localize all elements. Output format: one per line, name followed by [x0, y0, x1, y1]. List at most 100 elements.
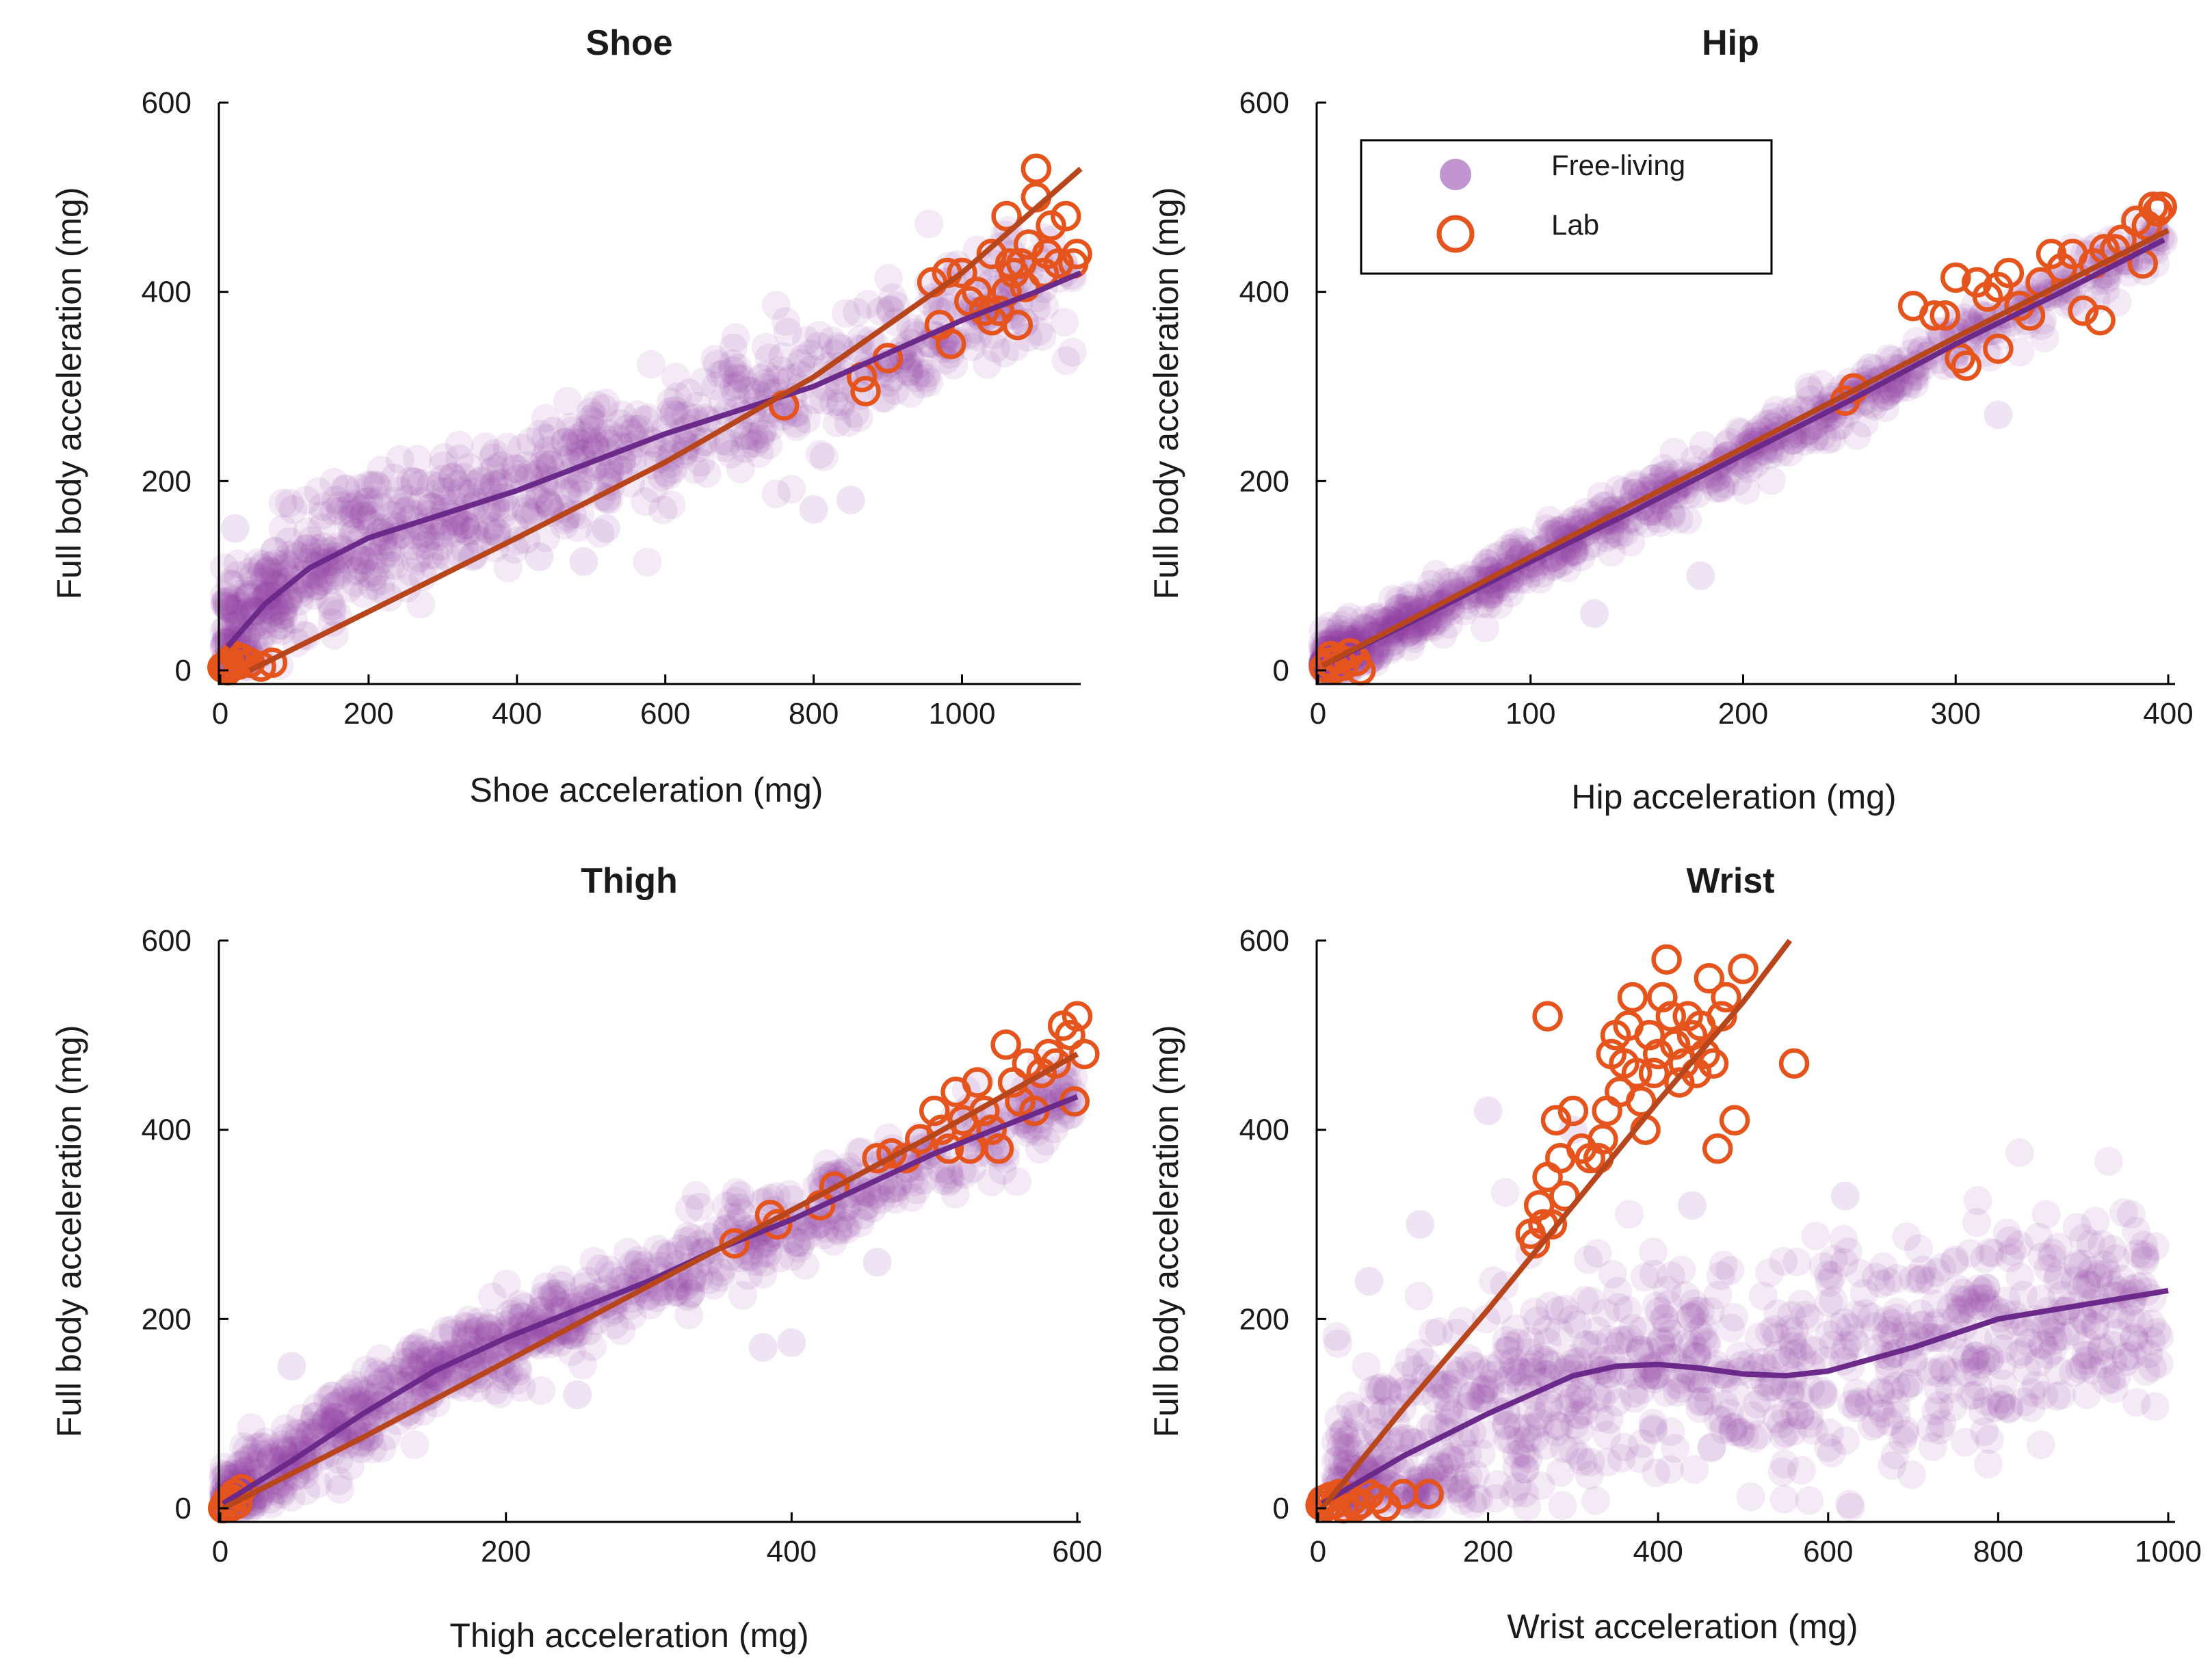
free-living-point: [733, 1241, 762, 1271]
free-living-point: [844, 403, 873, 432]
y-ticks: 0 200 400 600: [1239, 86, 1326, 687]
free-living-point: [299, 581, 328, 610]
free-living-point: [271, 549, 300, 578]
lab-fit-line: [248, 166, 1083, 673]
free-living-point: [817, 326, 847, 356]
free-living-point: [1553, 553, 1582, 583]
free-living-point: [1471, 613, 1500, 642]
free-living-point: [536, 491, 565, 521]
free-living-point: [866, 297, 895, 326]
lab-point: [1062, 1001, 1093, 1031]
free-living-point: [818, 1200, 847, 1230]
free-living-point: [482, 518, 512, 548]
free-living-point: [389, 1347, 419, 1376]
free-living-point: [248, 550, 278, 579]
free-living-point: [1398, 620, 1427, 650]
free-living-point: [502, 1365, 531, 1395]
free-living-point: [786, 1228, 815, 1257]
lab-point: [850, 376, 881, 407]
free-living-point: [256, 551, 285, 581]
free-living-point: [717, 1203, 746, 1232]
free-living-point: [674, 1194, 704, 1224]
free-living-point: [600, 1311, 629, 1339]
free-living-point: [819, 1226, 848, 1256]
free-living-point: [674, 1300, 704, 1330]
free-living-point: [659, 400, 688, 429]
free-living-point: [366, 492, 395, 522]
free-living-point: [364, 486, 393, 516]
free-living-point: [479, 471, 509, 500]
lab-point: [1651, 944, 1682, 975]
free-living-point: [232, 1446, 261, 1475]
free-living-point: [859, 1181, 888, 1211]
free-living-point: [748, 419, 776, 449]
free-living-point: [1801, 1222, 1830, 1250]
free-living-point: [1454, 1343, 1484, 1373]
free-living-point: [1471, 548, 1501, 577]
free-living-point: [604, 455, 633, 484]
free-living-point: [438, 518, 468, 548]
free-living-point: [826, 387, 856, 417]
free-living-point: [694, 1265, 724, 1295]
lab-point: [1010, 272, 1040, 303]
free-living-point: [457, 1317, 486, 1347]
free-living-point: [733, 376, 762, 405]
free-living-point: [1826, 410, 1855, 440]
free-living-point: [225, 1450, 254, 1480]
x-axis-label: Wrist acceleration (mg): [1507, 1607, 1858, 1646]
free-living-point: [255, 1484, 285, 1514]
free-living-point: [1473, 590, 1503, 619]
free-living-point: [576, 397, 605, 427]
lab-point: [1069, 1038, 1100, 1070]
free-living-point: [594, 419, 623, 448]
free-living-point: [751, 373, 780, 402]
free-living-point: [1615, 1200, 1644, 1229]
free-living-point: [367, 456, 395, 485]
free-living-point: [901, 363, 930, 393]
free-living-point: [633, 547, 662, 577]
free-living-point: [216, 595, 246, 625]
lab-point: [1993, 257, 2025, 289]
free-living-point: [335, 492, 365, 521]
free-living-point: [1399, 624, 1428, 653]
legend-lab-marker: [1436, 215, 1475, 253]
free-living-point: [432, 542, 461, 571]
free-living-point: [225, 609, 254, 638]
y-tick-label: 200: [142, 1302, 192, 1336]
free-living-point: [617, 419, 646, 448]
free-living-point: [343, 556, 371, 585]
free-living-point: [337, 1387, 367, 1416]
free-living-point: [531, 523, 560, 553]
free-living-point: [241, 1433, 271, 1462]
free-living-point: [2036, 268, 2065, 298]
free-living-point: [274, 540, 304, 570]
free-living-point: [1040, 1114, 1069, 1144]
lab-point: [2068, 295, 2098, 326]
free-living-point: [786, 348, 815, 378]
lab-point: [933, 1133, 964, 1164]
free-living-point: [1782, 1247, 1812, 1276]
free-living-point: [309, 532, 338, 562]
free-living-point: [307, 513, 337, 542]
free-living-point: [356, 510, 386, 538]
free-living-point: [227, 1450, 256, 1480]
free-living-point: [1646, 508, 1676, 538]
free-living-point: [256, 578, 285, 607]
free-living-point: [1378, 584, 1407, 614]
free-living-point: [702, 350, 732, 379]
free-living-point: [765, 356, 795, 385]
free-living-point: [530, 443, 559, 472]
x-tick-label: 1000: [929, 697, 996, 731]
free-living-point: [1892, 1312, 1921, 1341]
free-living-point: [1871, 381, 1900, 410]
free-living-point: [706, 360, 735, 389]
free-living-point: [386, 1370, 415, 1399]
free-living-point: [761, 291, 791, 320]
free-living-point: [1871, 381, 1901, 410]
free-living-point: [532, 488, 562, 516]
free-living-point: [243, 590, 273, 619]
free-living-point: [809, 386, 839, 415]
free-living-point: [337, 488, 366, 518]
free-living-point: [1025, 1135, 1055, 1164]
free-living-point: [677, 1267, 707, 1296]
